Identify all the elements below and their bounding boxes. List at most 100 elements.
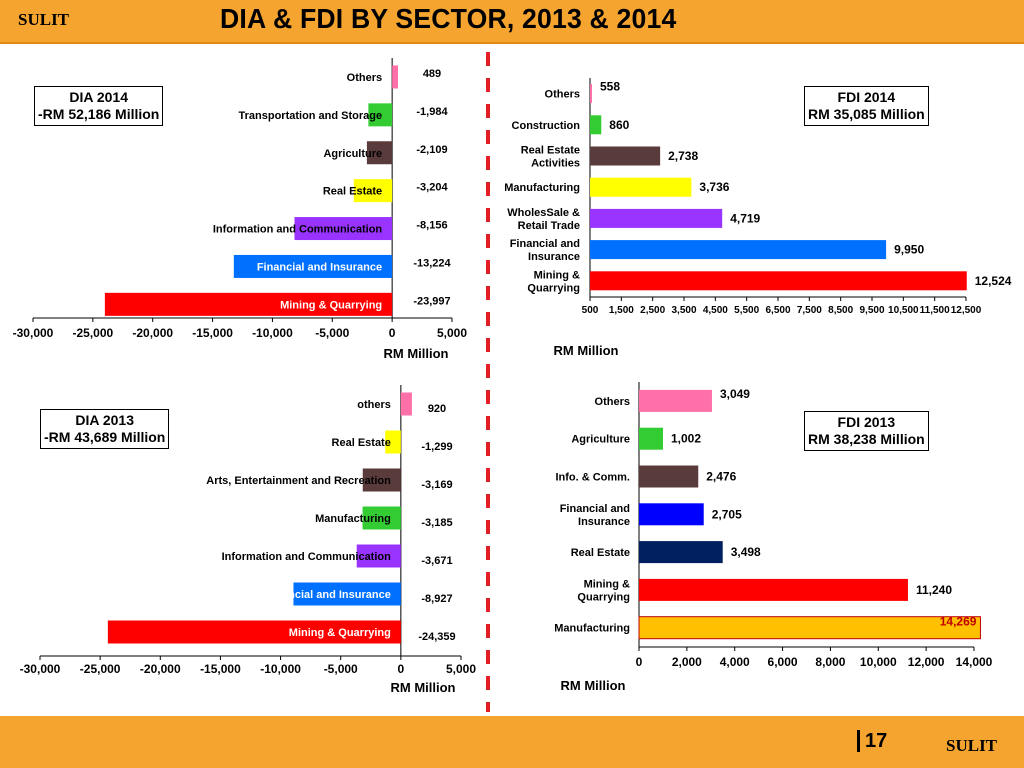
dia2014-tick-label: 5,000 (437, 326, 467, 340)
dia2013-value-label: -3,671 (421, 555, 452, 567)
fdi2014-tick-label: 7,500 (797, 305, 822, 316)
dia2013-callout-title: DIA 2013 (75, 412, 134, 428)
fdi2014-tick-label: 3,500 (671, 305, 696, 316)
fdi2013-category-label: Financial and Insurance (560, 503, 630, 528)
fdi2013-tick-label: 14,000 (956, 655, 993, 669)
slide-title: DIA & FDI BY SECTOR, 2013 & 2014 (220, 3, 677, 34)
dia2014-tick-label: -10,000 (252, 326, 293, 340)
fdi2014-category-label: Manufacturing (504, 182, 580, 194)
fdi2014-bar (590, 240, 887, 260)
fdi2014-tick-label: 2,500 (640, 305, 665, 316)
dia2014-category-label: Transportation and Storage (239, 110, 383, 122)
dia2013-bar (356, 544, 401, 568)
dia2014-tick-label: -30,000 (13, 326, 54, 340)
classification-label-bottom: SULIT (946, 736, 998, 755)
dia2013-bar (107, 620, 401, 644)
fdi2014-value-label: 4,719 (730, 211, 760, 225)
footer-bar (0, 716, 1024, 768)
fdi2013-tick-label: 10,000 (860, 655, 897, 669)
dia2014-category-label: Mining & Quarrying (280, 299, 382, 311)
fdi2014-bar (590, 271, 967, 291)
dia2013-tick-label: -30,000 (20, 662, 61, 676)
fdi2013-tick-label: 2,000 (672, 655, 702, 669)
fdi2014-bar (590, 115, 602, 135)
fdi2013-tick-label: 6,000 (768, 655, 798, 669)
fdi2014-value-label: 3,736 (699, 180, 729, 194)
fdi2013-bar (639, 465, 699, 488)
fdi2014-bar (590, 146, 661, 166)
center-divider (486, 52, 490, 712)
fdi2013-value-label: 2,476 (706, 470, 736, 484)
fdi2014-bar (590, 177, 692, 197)
fdi2014-value-label: 558 (600, 80, 620, 94)
fdi2014-bar (590, 84, 592, 104)
dia2013-value-label: -1,299 (421, 441, 452, 453)
fdi2013-value-label: 3,049 (720, 387, 750, 401)
fdi2014-tick-label: 5,500 (734, 305, 759, 316)
fdi2014-category-label: Construction (512, 120, 581, 132)
fdi2014-tick-label: 9,500 (859, 305, 884, 316)
fdi2013-tick-label: 8,000 (815, 655, 845, 669)
dia2013-callout: DIA 2013 -RM 43,689 Million (40, 409, 170, 449)
dia2014-tick-label: -20,000 (132, 326, 173, 340)
fdi2013-value-label: 2,705 (712, 507, 742, 521)
fdi2014-callout: FDI 2014 RM 35,085 Million (804, 86, 929, 126)
fdi2014-tick-label: 8,500 (828, 305, 853, 316)
dia2014-category-label: Agriculture (323, 148, 382, 160)
dia2014-tick-label: 0 (389, 326, 396, 340)
page-number: 17 (857, 730, 887, 752)
dia2013-bar (362, 468, 401, 492)
fdi2013-tick-label: 0 (636, 655, 643, 669)
fdi2014-category-label: Others (545, 89, 580, 101)
dia2013-category-label: Real Estate (332, 437, 391, 449)
fdi2014-tick-label: 11,500 (920, 305, 950, 316)
dia2014-bar (294, 217, 393, 241)
fdi2014-value-label: 2,738 (668, 149, 698, 163)
fdi2014-category-label: Mining & Quarrying (527, 269, 580, 294)
dia2014-bar (366, 141, 393, 165)
fdi2014-category-label: Financial and Insurance (510, 238, 580, 263)
dia2013-value-label: -8,927 (421, 593, 452, 605)
dia2013-tick-label: -10,000 (260, 662, 301, 676)
dia2014-category-label: Real Estate (323, 186, 382, 198)
fdi2013-category-label: Real Estate (571, 547, 630, 559)
dia2013-category-label: Mining & Quarrying (289, 627, 391, 639)
fdi2013-bar (639, 541, 723, 564)
dia2014-bar (392, 65, 398, 89)
dia2013-tick-label: -15,000 (200, 662, 241, 676)
dia2013-category-label: Arts, Entertainment and Recreation (206, 475, 391, 487)
fdi2013-category-label: Info. & Comm. (555, 472, 630, 484)
fdi2014-value-label: 860 (609, 118, 629, 132)
dia2013-value-label: -3,185 (421, 517, 452, 529)
dia2014-value-label: -3,204 (416, 182, 448, 194)
fdi2014-bar (590, 208, 723, 228)
dia2013-value-label: -3,169 (421, 479, 452, 491)
fdi2014-tick-label: 1,500 (609, 305, 634, 316)
dia2013-bar (293, 582, 401, 606)
dia2014-bar (353, 179, 393, 203)
dia2014-x-label: RM Million (384, 346, 449, 361)
dia2014-tick-label: -15,000 (192, 326, 233, 340)
dia2013-bar (362, 506, 401, 530)
header-bar (0, 0, 1024, 44)
dia2014-value-label: -8,156 (416, 220, 447, 232)
classification-label-top: SULIT (18, 10, 70, 29)
fdi2013-bar (639, 427, 663, 450)
dia2013-tick-label: -20,000 (140, 662, 181, 676)
fdi2014-value-label: 12,524 (975, 274, 1012, 288)
fdi2013-bar (639, 389, 712, 412)
fdi2013-bar (639, 503, 704, 526)
fdi2014-tick-label: 10,500 (888, 305, 919, 316)
dia2014-value-label: -23,997 (413, 295, 450, 307)
dia2013-tick-label: 0 (398, 662, 405, 676)
dia2013-tick-label: -25,000 (80, 662, 121, 676)
dia2013-value-label: 920 (428, 403, 446, 415)
fdi2013-tick-label: 12,000 (908, 655, 945, 669)
dia2013-category-label: Financial and Insurance (266, 589, 391, 601)
fdi2014-callout-title: FDI 2014 (837, 89, 896, 105)
dia2013-bar (385, 430, 401, 454)
dia2013-x-label: RM Million (391, 680, 456, 695)
fdi2013-callout-total: RM 38,238 Million (808, 431, 925, 447)
dia2014-callout: DIA 2014 -RM 52,186 Million (34, 86, 164, 126)
